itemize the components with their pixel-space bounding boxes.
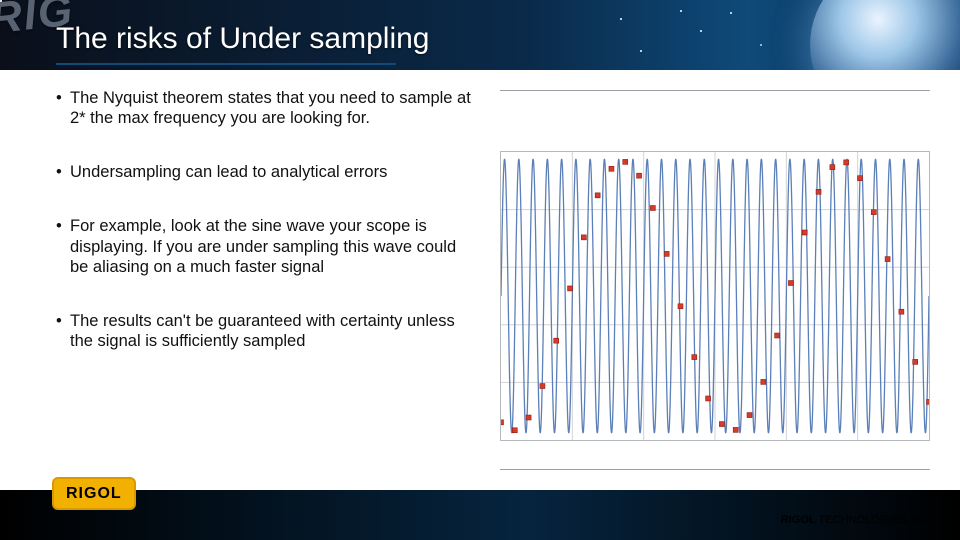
footer-company-rest: TECHNOLOGIES, INC. (816, 514, 934, 526)
bullet-item: For example, look at the sine wave your … (56, 216, 472, 276)
chart-column (480, 84, 960, 472)
bullet-item: The results can't be guaranteed with cer… (56, 311, 472, 351)
body-area: The Nyquist theorem states that you need… (0, 84, 960, 472)
rule-top (500, 90, 930, 91)
bullet-list: The Nyquist theorem states that you need… (56, 88, 472, 351)
title-underline (56, 63, 396, 65)
bullet-item: The Nyquist theorem states that you need… (56, 88, 472, 128)
footer-company-bold: RIGOL (781, 514, 816, 526)
slide-root: RIG The risks of Under sampling The Nyqu… (0, 0, 960, 540)
page-title: The risks of Under sampling (56, 22, 429, 56)
footer-company: RIGOL TECHNOLOGIES, INC. (781, 514, 934, 526)
aliasing-chart (500, 151, 930, 441)
text-column: The Nyquist theorem states that you need… (0, 84, 480, 472)
bullet-item: Undersampling can lead to analytical err… (56, 162, 472, 182)
rigol-logo: RIGOL (52, 477, 136, 510)
chart-svg (501, 152, 929, 440)
rule-bottom (500, 469, 930, 470)
header-planet-deco (810, 0, 960, 70)
